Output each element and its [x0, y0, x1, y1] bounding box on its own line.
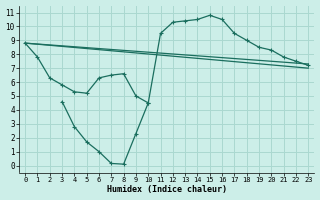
- X-axis label: Humidex (Indice chaleur): Humidex (Indice chaleur): [107, 185, 227, 194]
